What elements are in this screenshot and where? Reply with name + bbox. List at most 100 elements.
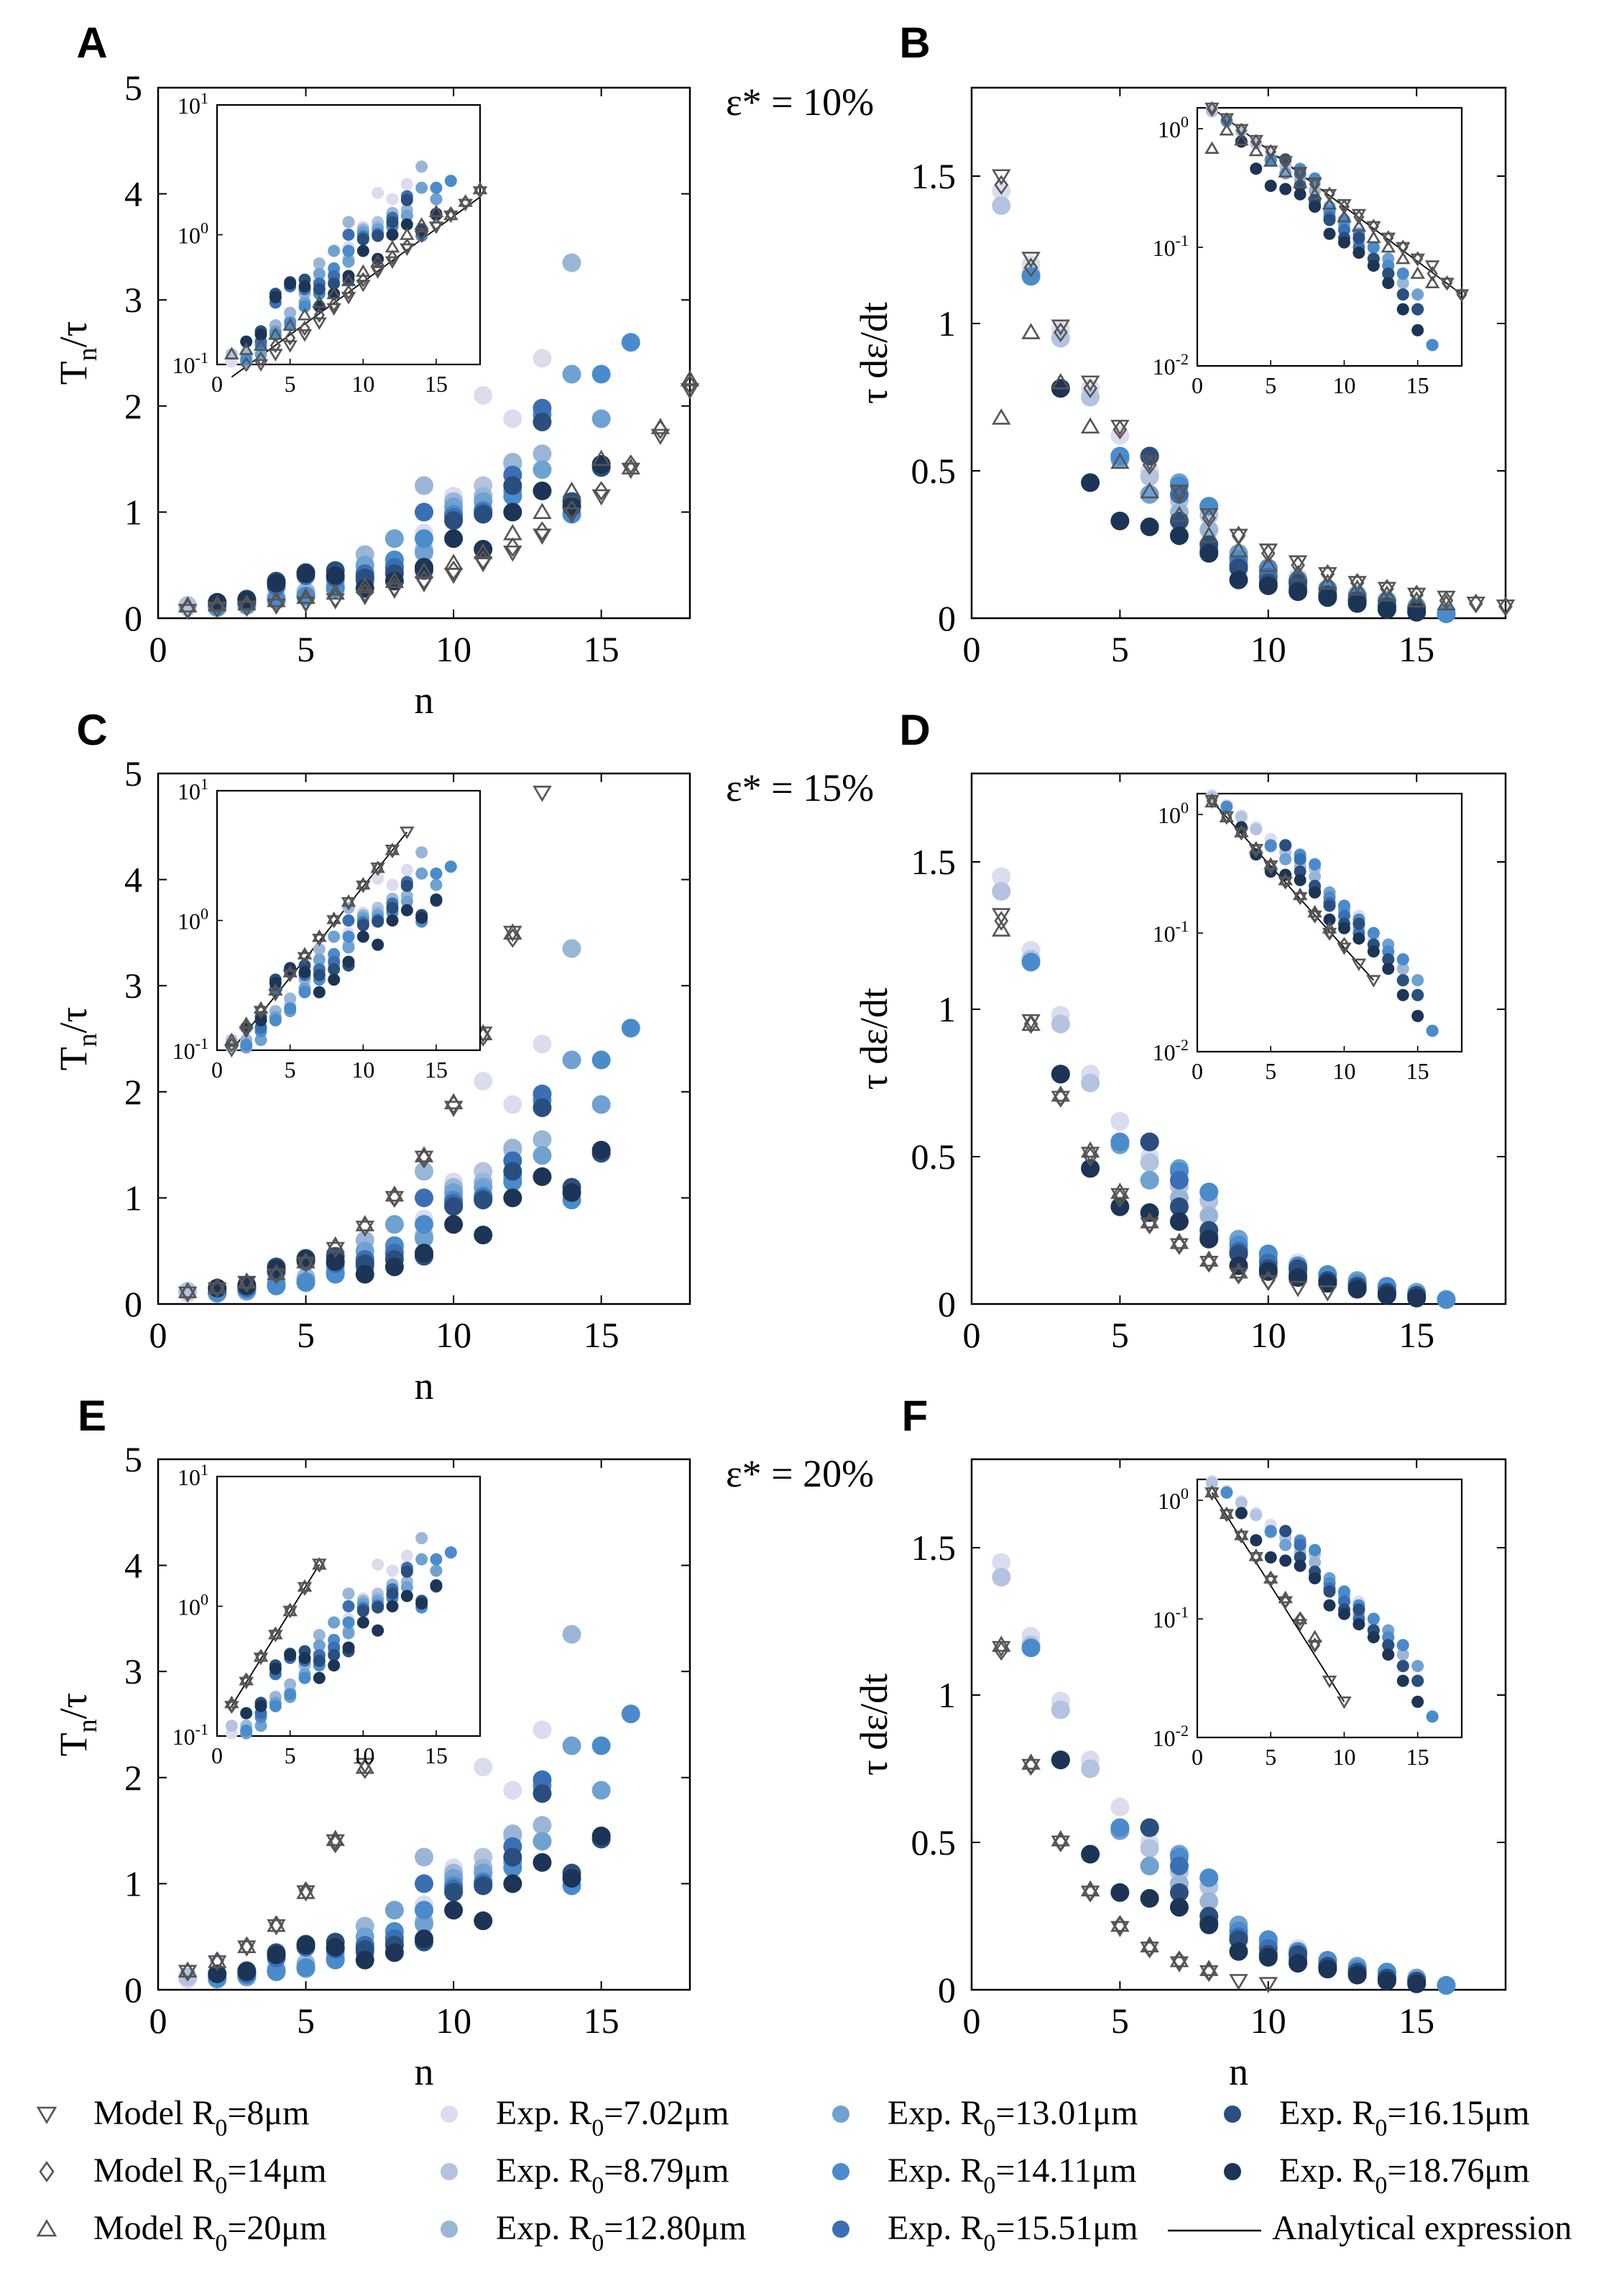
inset-model-point — [1366, 230, 1381, 244]
inset-exp-point — [415, 911, 428, 924]
inset-analytical-line — [231, 1563, 321, 1707]
model-point — [473, 543, 493, 560]
model-point — [1083, 1147, 1097, 1167]
inset-exp-point — [1353, 247, 1365, 260]
exp-point — [1169, 1212, 1189, 1231]
exp-point — [1051, 1065, 1070, 1084]
model-point — [326, 583, 345, 600]
exp-point — [1377, 1971, 1396, 1990]
exp-point — [415, 1914, 433, 1934]
inset-exp-point — [400, 1589, 413, 1602]
inset-model-point — [1395, 251, 1411, 265]
legend-label: Model R0=8μm — [93, 2094, 309, 2141]
inset-exp-point — [1294, 865, 1307, 878]
exp-point — [533, 1084, 552, 1103]
inset-model-point — [400, 826, 415, 840]
exp-point — [533, 1832, 552, 1851]
exp-point — [562, 1869, 581, 1888]
legend-marker — [1224, 2163, 1241, 2180]
x-tick-label: 10 — [436, 2001, 471, 2041]
exp-point — [1140, 1170, 1159, 1190]
exp-point — [503, 1781, 522, 1800]
exp-point — [1110, 1818, 1130, 1837]
exp-point — [444, 529, 464, 548]
model-point — [1051, 319, 1071, 336]
exp-point — [444, 1197, 464, 1216]
inset-model-point — [326, 911, 341, 924]
inset-exp-point — [1309, 1556, 1322, 1569]
inset-model-point — [1309, 908, 1321, 924]
legend-entry: Model R0=20μm — [36, 2209, 326, 2256]
exp-point — [533, 1783, 552, 1803]
y-tick-label: 1 — [124, 492, 142, 532]
inset-model-point — [1292, 887, 1308, 901]
model-point — [178, 596, 198, 612]
inset-model-point — [458, 194, 473, 207]
inset-x-tick-label: 5 — [1265, 1744, 1276, 1770]
inset-model-point — [224, 1695, 239, 1709]
exp-point — [415, 1929, 433, 1949]
panel-letter: D — [899, 706, 930, 754]
inset-model-point — [239, 1672, 254, 1686]
inset-model-point — [297, 947, 313, 960]
model-point — [296, 587, 315, 605]
model-point — [1140, 1942, 1159, 1958]
legend-entry: Exp. R0=16.15μm — [1224, 2094, 1529, 2141]
inset-exp-point — [1396, 1639, 1409, 1652]
exp-point — [621, 1019, 640, 1038]
inset-model-point — [1309, 1637, 1321, 1653]
inset-exp-point — [254, 328, 267, 341]
legend-entry: Analytical expression — [1168, 2209, 1572, 2247]
inset-exp-point — [1205, 1477, 1218, 1489]
inset-exp-point — [313, 1639, 326, 1652]
legend-marker — [832, 2106, 849, 2123]
model-point — [564, 500, 579, 520]
inset-model-point — [312, 929, 327, 942]
inset-exp-point — [1396, 974, 1409, 987]
inset-exp-point — [1294, 1538, 1307, 1551]
inset-model-point — [253, 1649, 269, 1662]
y-tick-label: 1 — [938, 1675, 956, 1715]
inset-model-point — [268, 983, 283, 996]
exp-point — [533, 460, 552, 479]
inset-model-point — [253, 359, 269, 372]
inset-exp-point — [1411, 1695, 1424, 1708]
exp-point — [1140, 467, 1159, 487]
inset-model-point — [1292, 1611, 1308, 1625]
inset-exp-point — [356, 919, 369, 932]
model-point — [1172, 1950, 1186, 1970]
exp-point — [503, 502, 522, 522]
inset-exp-point — [284, 1002, 297, 1015]
inset-exp-point — [1294, 188, 1307, 201]
inset-model-point — [312, 317, 327, 331]
exp-point — [562, 253, 581, 272]
x-tick-label: 5 — [1111, 1315, 1129, 1355]
inset-exp-point — [269, 290, 282, 303]
inset-exp-point — [1382, 1648, 1395, 1661]
model-point — [591, 449, 611, 467]
inset-exp-point — [400, 1565, 413, 1578]
axes-box — [970, 86, 1507, 620]
inset-model-point — [299, 321, 310, 336]
legend-marker — [36, 2219, 57, 2237]
inset-exp-point — [1279, 1525, 1292, 1538]
exp-point — [384, 1215, 404, 1234]
inset-exp-point — [1250, 1534, 1263, 1547]
exp-point — [1169, 1170, 1189, 1190]
y-tick-label: 5 — [124, 1439, 142, 1479]
inset-exp-point — [1323, 899, 1336, 912]
inset-exp-point — [342, 255, 355, 268]
inset-model-point — [1219, 809, 1235, 823]
model-point — [1051, 1829, 1071, 1847]
inset-model-point — [1337, 1696, 1352, 1709]
inset-model-point — [1337, 942, 1352, 955]
y-tick-label: 0.5 — [911, 451, 957, 491]
inset-model-point — [297, 308, 313, 321]
exp-point — [474, 386, 493, 405]
model-point — [591, 489, 611, 506]
inset-exp-point — [400, 218, 413, 231]
inset-exp-point — [1353, 1618, 1365, 1631]
model-point — [446, 560, 461, 581]
legend-entry: Exp. R0=7.02μm — [441, 2094, 729, 2141]
legend-marker — [441, 2106, 458, 2123]
